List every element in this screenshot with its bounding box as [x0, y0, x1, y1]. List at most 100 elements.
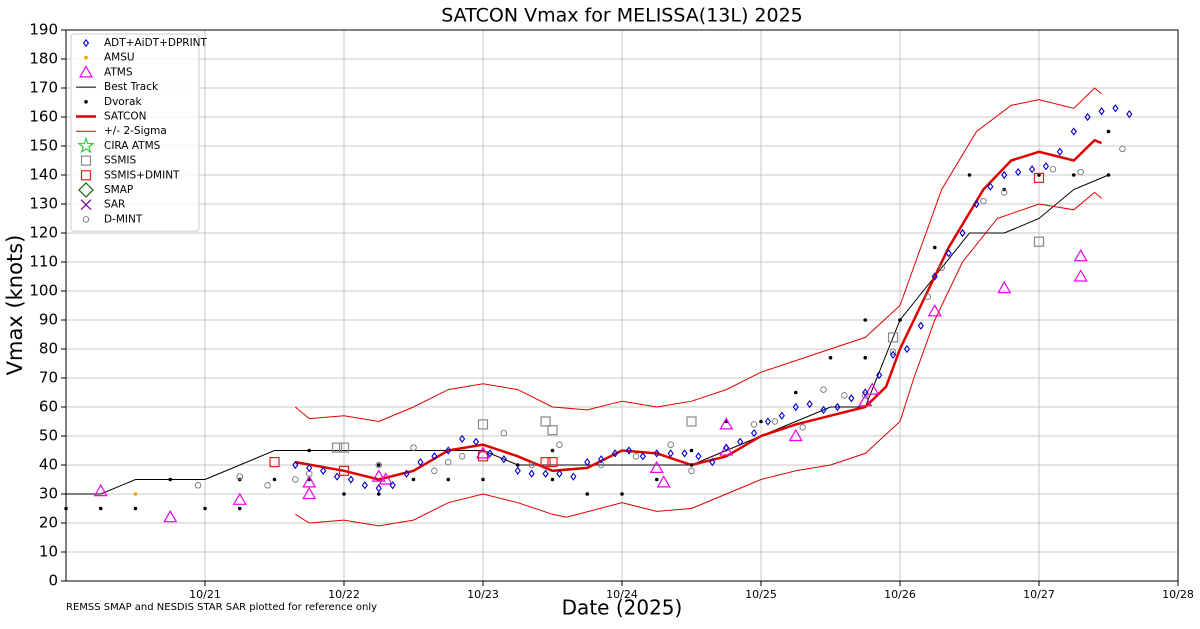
adt-point [1112, 104, 1119, 113]
dot-point [1071, 173, 1076, 177]
footnote: REMSS SMAP and NESDIS STAR SAR plotted f… [66, 602, 377, 613]
dot-point [237, 506, 242, 511]
y-tick-label: 90 [39, 311, 58, 329]
dot-point [481, 477, 485, 482]
dot-point [689, 448, 694, 453]
adt-point [681, 449, 688, 458]
dot-point [863, 318, 868, 322]
square-point [331, 442, 343, 453]
circle-point [194, 482, 202, 489]
square-point [477, 419, 489, 430]
adt-point [750, 428, 758, 438]
circle-point [632, 453, 640, 460]
circle-point [688, 467, 695, 475]
legend-box [70, 33, 200, 232]
adt-point [653, 449, 660, 458]
x-tick-label: 10/21 [189, 588, 221, 601]
dot-point [863, 355, 868, 360]
dot-point [550, 477, 555, 482]
plot-frame [65, 29, 1179, 582]
adt-point [306, 463, 313, 473]
square-point [547, 425, 558, 436]
circle-point [1049, 165, 1057, 173]
adt-point [806, 399, 813, 409]
adt-point [973, 199, 980, 209]
x-tick-label: 10/22 [328, 588, 360, 601]
square-point [1033, 172, 1045, 183]
dot-point [133, 492, 138, 496]
series-line [294, 87, 1102, 423]
dot-point [620, 492, 624, 496]
adt-point [639, 452, 646, 461]
circle-point [820, 386, 827, 393]
triangle-point [302, 475, 317, 488]
legend-marker [80, 199, 92, 211]
dot-point [759, 419, 763, 424]
adt-point [834, 402, 841, 412]
dot-point [203, 506, 207, 511]
dot-point [446, 477, 451, 482]
legend-label: ADT+AiDT+DPRINT [104, 37, 208, 49]
legend-marker [80, 155, 92, 166]
triangle-point [858, 393, 873, 407]
series-line [66, 174, 1109, 495]
x-tick-label: 10/28 [1162, 588, 1194, 601]
circle-point [938, 264, 945, 272]
circle-point [1119, 145, 1126, 153]
legend: ADT+AiDT+DPRINT AMSU ATMS Best Track Dvorak S… [70, 33, 208, 232]
adt-point [445, 446, 452, 455]
circle-point [556, 441, 563, 448]
legend-marker [84, 100, 88, 104]
circle-point [445, 458, 452, 466]
legend-label: ATMS [104, 66, 133, 78]
square-point [338, 442, 350, 453]
adt-point [737, 437, 744, 446]
dot-point [932, 245, 937, 250]
circle-point [264, 482, 271, 489]
x-tick-label: 10/25 [745, 588, 777, 601]
triangle-point [93, 483, 108, 497]
adt-point [931, 272, 938, 281]
adt-point [292, 460, 299, 470]
adt-point [389, 481, 396, 490]
circle-point [1077, 168, 1084, 176]
triangle-point [378, 472, 393, 485]
adt-point [903, 344, 911, 354]
series-line [295, 138, 1102, 481]
triangle-point [232, 492, 247, 505]
adt-point [459, 434, 466, 444]
circle-point [841, 392, 848, 399]
adt-point [1098, 107, 1105, 116]
triangle-point [302, 486, 317, 500]
adt-point [320, 466, 327, 475]
adt-point [889, 350, 897, 359]
adt-point [820, 405, 827, 415]
adt-point [417, 457, 424, 467]
adt-point [1001, 170, 1008, 180]
legend-label: +/- 2-Sigma [104, 125, 167, 137]
y-tick-label: 170 [29, 79, 58, 97]
adt-point [848, 394, 855, 403]
y-tick-label: 190 [29, 21, 58, 39]
square-point [338, 465, 350, 476]
dot-point [376, 463, 381, 467]
legend-marker [78, 65, 94, 78]
y-tick-label: 20 [39, 514, 58, 532]
circle-point [750, 421, 758, 428]
triangle-point [1073, 269, 1088, 282]
adt-point [862, 388, 869, 397]
adt-point [584, 457, 591, 467]
dot-point [689, 463, 694, 467]
dot-point [342, 492, 346, 496]
circle-point [528, 461, 535, 469]
adt-point [1070, 127, 1077, 136]
dot-point [515, 463, 520, 467]
legend-marker [82, 216, 90, 223]
dot-point [307, 448, 312, 453]
x-axis-label: Date (2025) [562, 596, 683, 620]
dot-point [272, 477, 277, 482]
legend-label: Best Track [104, 81, 159, 93]
dot-point [133, 506, 138, 511]
legend-label: SMAP [104, 184, 133, 196]
adt-point [667, 449, 674, 458]
